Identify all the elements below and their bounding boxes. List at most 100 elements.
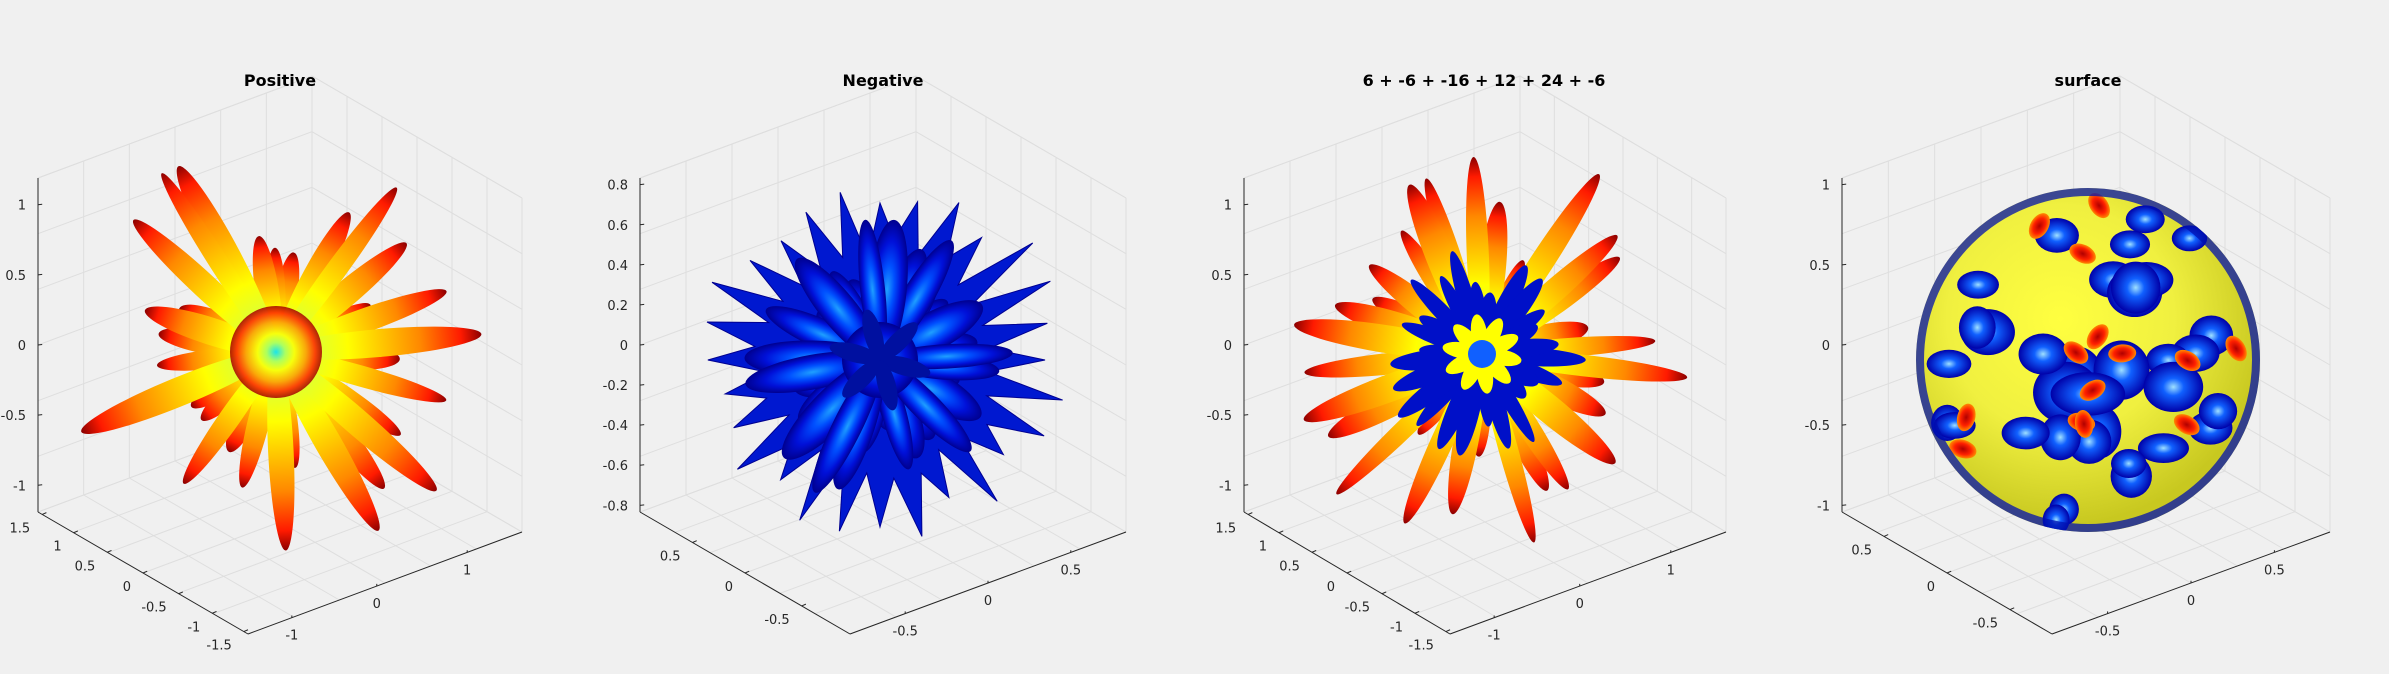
sphere-spot	[1926, 349, 1972, 378]
subplot-2: 0.5 0 -0.5 -0.5 0 0.5 0.8 0.6 0.4 0.2 0 -0.2 -0.4 -0.…	[603, 71, 1127, 640]
surface-lobe	[862, 309, 885, 361]
surface-sphere	[1916, 188, 2260, 532]
z-tick-label: 1	[1224, 199, 1232, 214]
z-tick-label: 0	[1822, 339, 1830, 354]
y-axis-ticks: -1 0 1	[1488, 550, 1675, 644]
x-tick-label: 1.5	[1215, 521, 1236, 536]
z-tick-label: 1	[1822, 179, 1830, 194]
surface-dense	[706, 192, 1063, 537]
z-tick-label: -1	[1817, 499, 1830, 514]
z-tick-label: 0.4	[607, 259, 628, 274]
z-axis-ticks: 1 0.5 0 -0.5 -1	[1, 199, 43, 494]
x-tick-label: -0.5	[764, 613, 789, 628]
sphere-rim	[1916, 188, 2260, 532]
y-tick-label: -1	[285, 629, 298, 644]
sphere-spot	[2143, 361, 2204, 413]
z-tick-label: 0.2	[607, 299, 628, 314]
x-tick-label: 0	[1927, 580, 1935, 595]
sphere-pattern	[1926, 192, 2247, 532]
x-tick-label: 0.5	[75, 559, 96, 574]
sphere-hotspot	[1949, 439, 1977, 459]
z-tick-label: -0.5	[1805, 419, 1830, 434]
subplot-title: surface	[2055, 71, 2122, 90]
sphere-hotspot	[2079, 379, 2106, 401]
sphere-spot	[2198, 393, 2238, 430]
y-tick-label: 0.5	[2264, 563, 2285, 578]
x-tick-label: -1	[1390, 620, 1403, 635]
surface-lobe	[878, 322, 918, 362]
z-tick-label: -0.6	[603, 459, 628, 474]
z-tick-label: -0.5	[1207, 409, 1232, 424]
y-tick-label: -0.5	[893, 625, 918, 640]
x-axis-ticks: 0.5 0 -0.5	[1851, 534, 2015, 632]
sphere-hotspot	[2174, 349, 2201, 372]
y-tick-label: 0	[2187, 594, 2195, 609]
x-axis-ticks: 1.5 1 0.5 0 -0.5 -1 -1.5	[1215, 512, 1451, 654]
x-tick-label: 1	[1259, 540, 1267, 555]
subplot-title: Positive	[244, 71, 316, 90]
sphere-spot	[2109, 230, 2151, 259]
surface-core	[1468, 340, 1496, 368]
z-tick-label: 0.5	[1211, 269, 1232, 284]
z-axis-ticks: 0.8 0.6 0.4 0.2 0 -0.2 -0.4 -0.6 -0.8	[603, 179, 645, 514]
x-tick-label: 0.5	[1851, 543, 1872, 558]
sphere-spot	[1958, 306, 1996, 349]
sphere-spot	[2001, 416, 2050, 450]
x-tick-label: 0	[725, 580, 733, 595]
z-tick-label: -0.2	[603, 379, 628, 394]
surface-lobe	[842, 358, 882, 398]
surface-core	[230, 306, 322, 398]
surface-lobe	[829, 342, 881, 365]
surface-lobe	[267, 351, 295, 551]
x-tick-label: 1	[53, 540, 61, 555]
z-tick-label: -0.4	[603, 419, 628, 434]
y-axis-ticks: -0.5 0 0.5	[893, 550, 1081, 640]
z-tick-label: -1	[13, 479, 26, 494]
x-tick-label: -0.5	[1973, 617, 1998, 632]
x-tick-label: 1.5	[10, 521, 31, 536]
sphere-hotspot	[1956, 403, 1976, 432]
x-tick-label: 0	[1327, 580, 1335, 595]
x-axis-ticks: 0.5 0 -0.5	[660, 540, 807, 628]
sphere-spot	[2125, 205, 2165, 234]
z-tick-label: 0.5	[5, 269, 26, 284]
sphere-hotspot	[2225, 335, 2247, 362]
surface-lobe	[879, 355, 931, 378]
surface-lobe	[274, 351, 380, 531]
sphere-spot	[1957, 270, 1999, 299]
surface-lobe	[275, 326, 482, 360]
subplot-4: 0.5 0 -0.5 -0.5 0 0.5 1 0.5 0 -0.5 -1 surface	[1805, 71, 2331, 640]
z-tick-label: 0.5	[1809, 259, 1830, 274]
sphere-hotspot	[2086, 324, 2109, 350]
surface-spiky	[81, 166, 482, 551]
z-tick-label: -0.8	[603, 499, 628, 514]
y-tick-label: 0.5	[1060, 563, 1081, 578]
subplot-3: 1.5 1 0.5 0 -0.5 -1 -1.5 -1 0 1 1 0.5 0 -0.5 -1 6 + -6 …	[1207, 71, 1727, 654]
x-tick-label: 0	[123, 580, 131, 595]
sphere-hotspot	[2108, 344, 2137, 363]
sphere-hotspot	[2173, 414, 2200, 436]
y-tick-label: 0	[373, 597, 381, 612]
z-axis-ticks: 1 0.5 0 -0.5 -1	[1207, 199, 1249, 494]
surface-lobe	[81, 349, 277, 434]
x-tick-label: 0.5	[660, 550, 681, 565]
z-axis-ticks: 1 0.5 0 -0.5 -1	[1805, 179, 1847, 514]
sphere-spot	[2110, 449, 2147, 478]
x-tick-label: -0.5	[141, 601, 166, 616]
x-tick-label: -0.5	[1345, 601, 1370, 616]
y-axis-ticks: -1 0 1	[285, 550, 471, 644]
surface-lobe	[161, 173, 277, 353]
z-tick-label: -0.5	[1, 409, 26, 424]
x-tick-label: -1.5	[206, 639, 231, 654]
z-tick-label: 0	[18, 339, 26, 354]
y-axis-ticks: -0.5 0 0.5	[2095, 550, 2285, 640]
sphere-hotspot	[2074, 410, 2094, 438]
surface-lobe	[275, 351, 437, 492]
x-tick-label: 0.5	[1279, 559, 1300, 574]
z-tick-label: 0.6	[607, 219, 628, 234]
surface-combined	[1294, 157, 1688, 543]
sphere-hotspot	[2063, 341, 2089, 364]
y-tick-label: -1	[1488, 629, 1501, 644]
sphere-hotspot	[2028, 213, 2050, 239]
